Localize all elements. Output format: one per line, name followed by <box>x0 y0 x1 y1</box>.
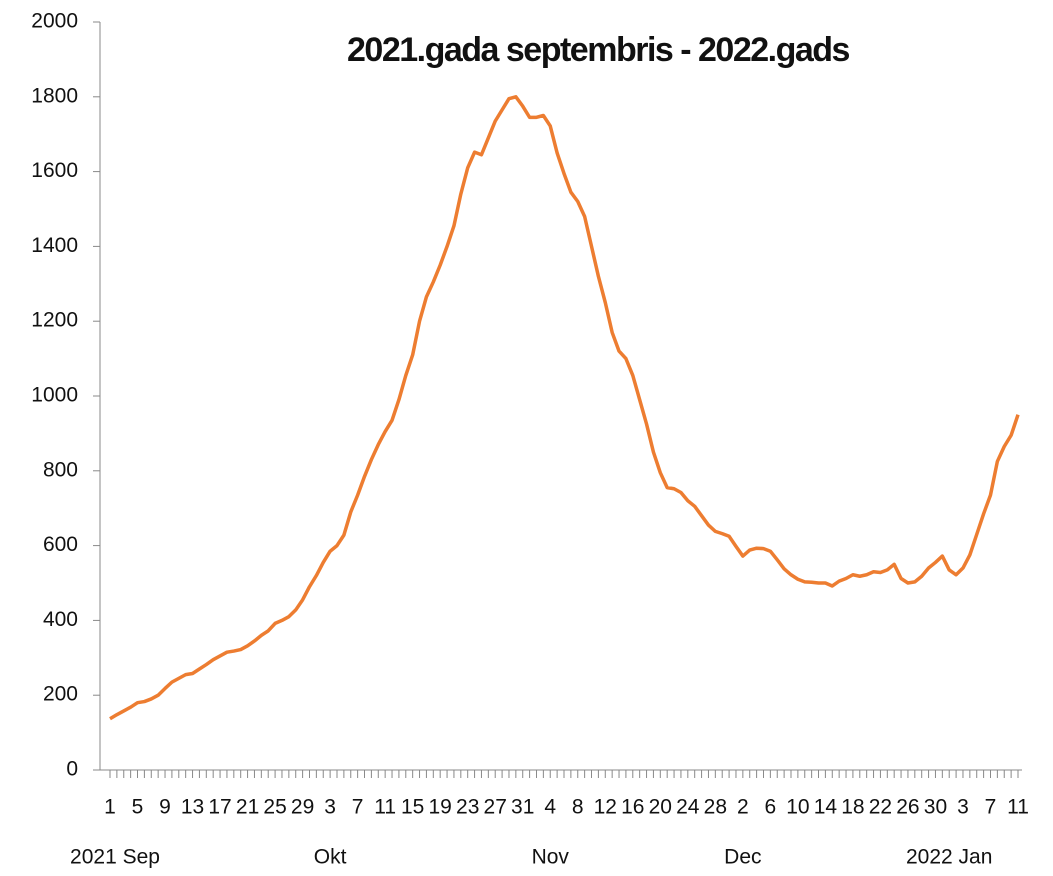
x-tick-label: 22 <box>869 796 892 819</box>
month-label: Nov <box>532 846 570 869</box>
x-tick-label: 26 <box>896 796 919 819</box>
data-line <box>109 95 1020 721</box>
x-tick-label: 4 <box>544 796 556 819</box>
y-tick-label: 1200 <box>31 309 78 332</box>
y-tick-label: 1600 <box>31 159 78 182</box>
x-tick-label: 16 <box>621 796 644 819</box>
x-tick-label: 14 <box>814 796 838 819</box>
x-tick-label: 3 <box>324 796 336 819</box>
month-label: 2021 Sep <box>70 846 160 869</box>
x-tick-label: 7 <box>985 796 997 819</box>
x-tick-label: 8 <box>572 796 584 819</box>
x-tick-label: 9 <box>159 796 171 819</box>
y-tick-label: 1800 <box>31 84 78 107</box>
x-tick-label: 23 <box>456 796 479 819</box>
x-tick-label: 24 <box>676 796 700 819</box>
x-tick-label: 21 <box>236 796 259 819</box>
x-tick-label: 19 <box>429 796 452 819</box>
month-label: Dec <box>724 846 761 869</box>
x-tick-label: 28 <box>704 796 727 819</box>
x-tick-label: 11 <box>1007 796 1029 819</box>
y-tick-label: 1000 <box>31 384 78 407</box>
x-tick-label: 12 <box>594 796 617 819</box>
y-tick-label: 800 <box>43 458 78 481</box>
x-tick-label: 31 <box>511 796 534 819</box>
y-tick-label: 2000 <box>31 10 78 33</box>
y-tick-label: 200 <box>43 683 78 706</box>
y-tick-label: 0 <box>66 758 78 781</box>
month-label: Okt <box>314 846 347 869</box>
x-tick-label: 20 <box>649 796 672 819</box>
month-label: 2022 Jan <box>906 846 992 869</box>
y-tick-label: 600 <box>43 533 78 556</box>
x-tick-label: 1 <box>104 796 116 819</box>
x-tick-label: 27 <box>484 796 507 819</box>
x-tick-label: 15 <box>401 796 424 819</box>
chart-title: 2021.gada septembris - 2022.gads <box>347 31 850 69</box>
x-tick-label: 13 <box>181 796 204 819</box>
x-tick-label: 11 <box>374 796 396 819</box>
x-tick-label: 10 <box>786 796 809 819</box>
x-tick-label: 6 <box>765 796 777 819</box>
x-tick-label: 2 <box>737 796 749 819</box>
x-tick-label: 17 <box>208 796 231 819</box>
x-tick-label: 29 <box>291 796 314 819</box>
x-tick-label: 5 <box>132 796 144 819</box>
x-tick-label: 25 <box>263 796 286 819</box>
y-tick-label: 400 <box>43 608 78 631</box>
x-tick-label: 18 <box>841 796 864 819</box>
x-tick-label: 30 <box>924 796 947 819</box>
y-tick-label: 1400 <box>31 234 78 257</box>
x-tick-label: 7 <box>352 796 364 819</box>
x-tick-label: 3 <box>957 796 969 819</box>
